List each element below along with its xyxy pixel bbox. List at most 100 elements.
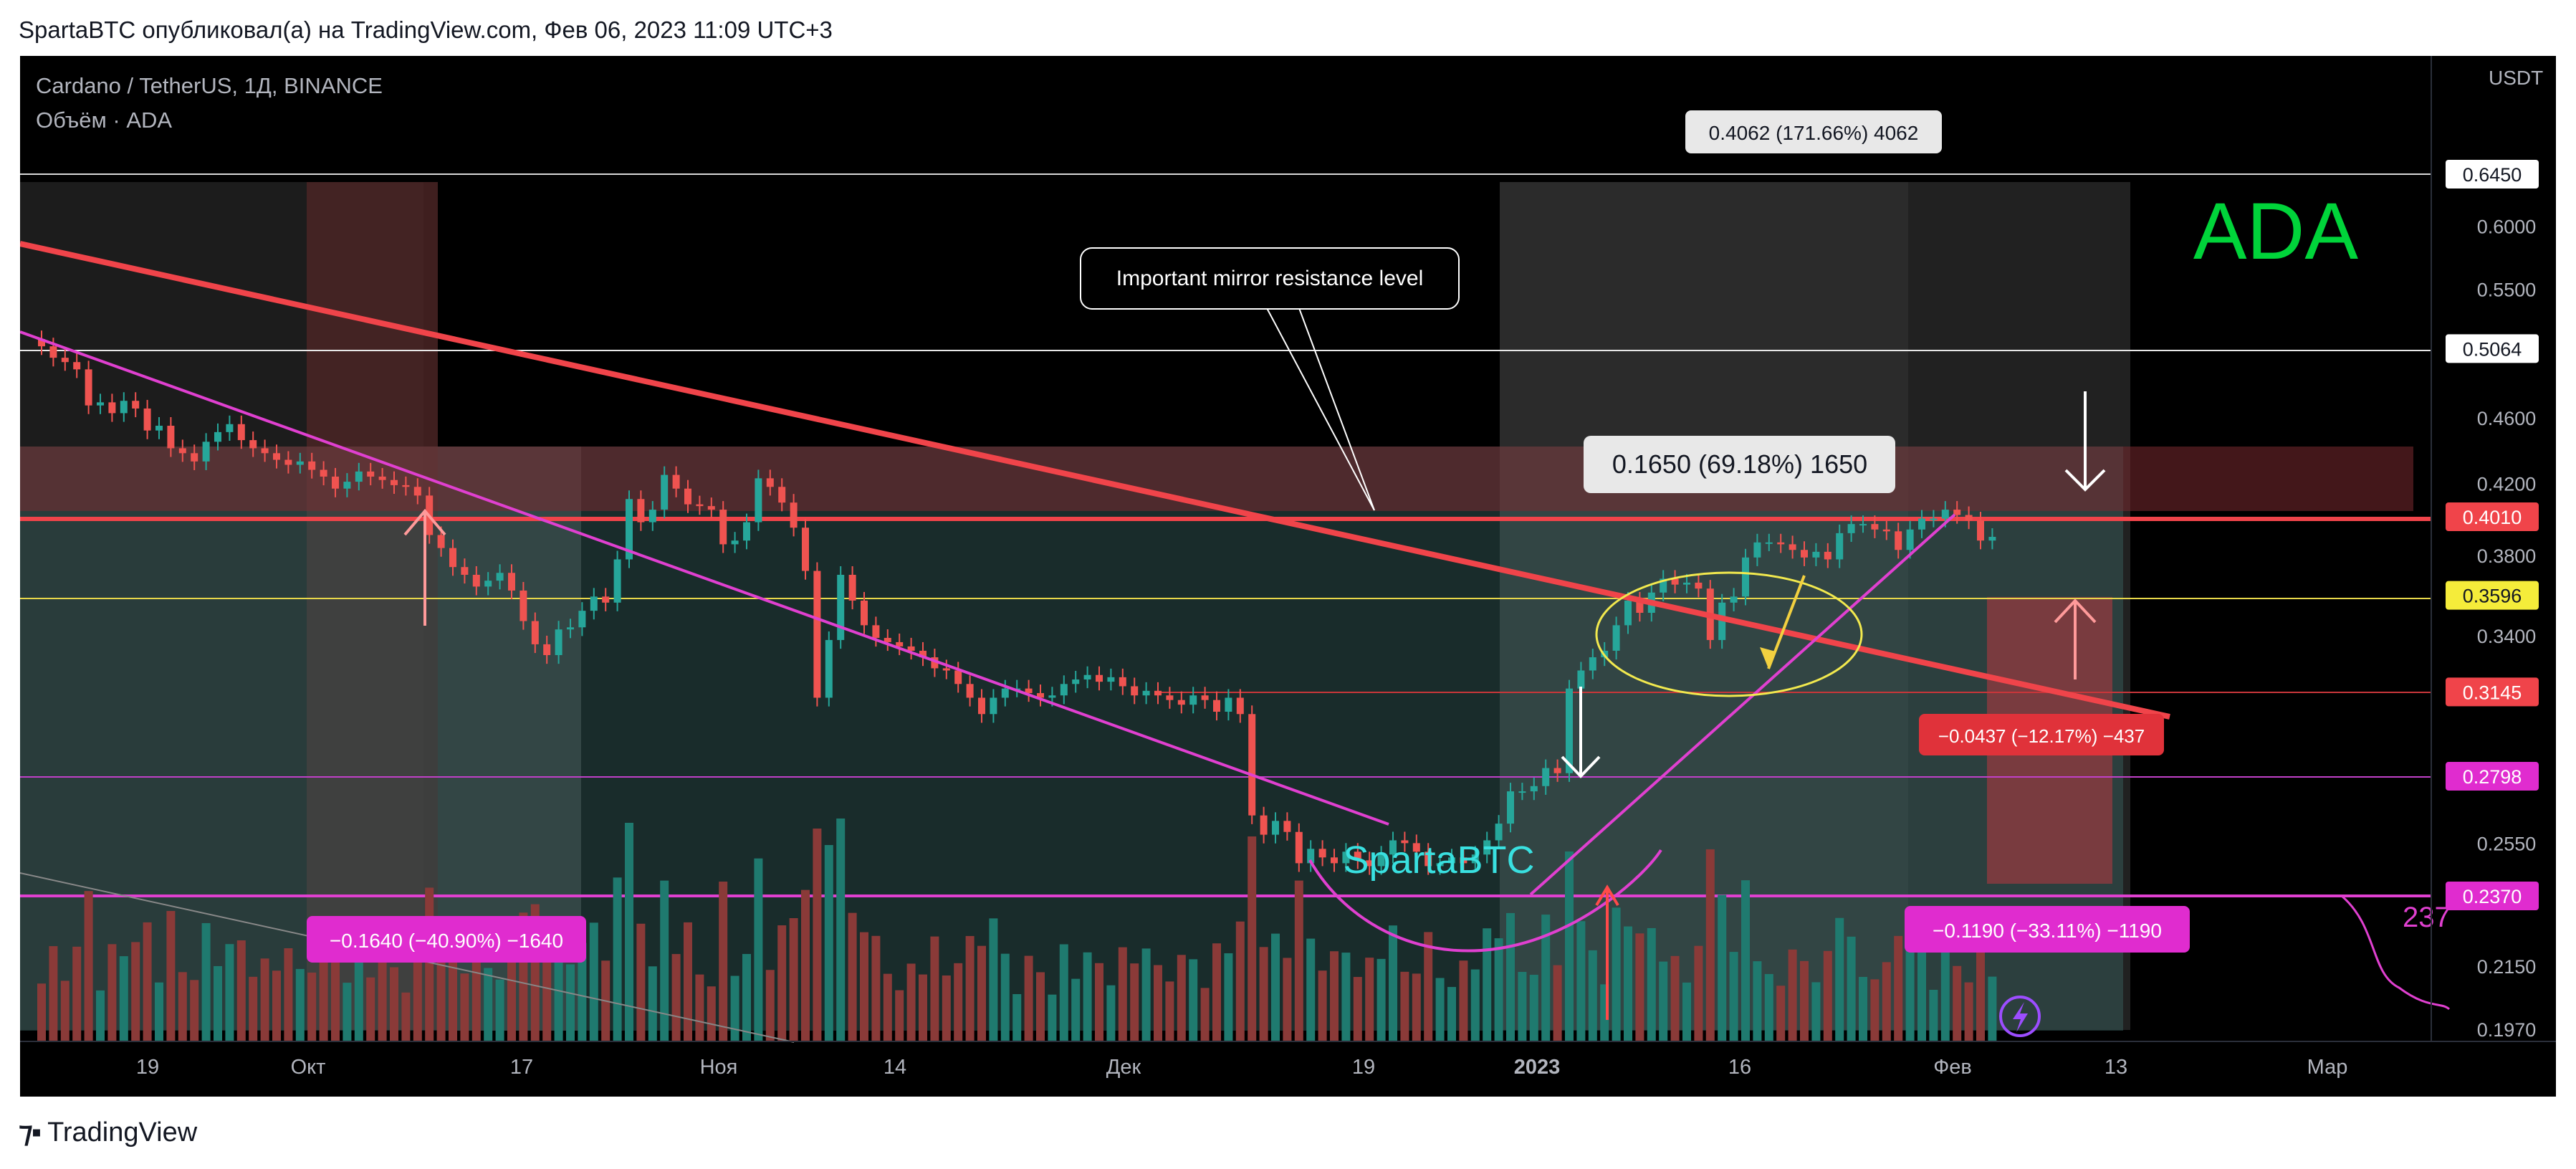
price-axis[interactable]: 0.6000 0.5500 0.4600 0.4200 0.3800 0.3400 0.25… [2446,160,2539,1041]
volume-legend[interactable]: Объём · ADA [36,108,172,133]
candle-body [1695,582,1703,589]
candle-body [990,697,997,715]
candle-body [1342,851,1350,864]
candle-body [1177,700,1185,705]
candle-body [555,629,562,656]
volume-bar [578,943,587,1041]
candle-body [61,358,69,363]
candle-body [1295,831,1303,864]
volume-bar [96,990,105,1041]
candle-body [1859,524,1867,526]
volume-bar [707,986,716,1041]
volume-bar [1612,907,1621,1041]
volume-bar [871,935,881,1041]
candle-body [1953,510,1961,515]
volume-bar [1518,972,1527,1041]
volume-bar [1729,952,1738,1041]
volume-bar [354,947,363,1041]
price-marker-label: 0.4010 [2463,507,2522,528]
volume-bar [1811,982,1821,1041]
volume-bar [1823,950,1832,1041]
volume-bar [60,980,70,1041]
volume-bar [613,877,622,1041]
volume-bar [566,964,575,1041]
candle-body [1988,537,1996,541]
candle-body [296,461,304,465]
volume-bar [883,973,892,1041]
descending-resistance-line [20,241,2170,720]
candle-body [1331,857,1338,864]
volume-bar [824,845,833,1041]
chart-panel[interactable]: Important mirror resistance level 0.4062… [20,56,2556,1097]
price-marker [2446,762,2539,791]
tradingview-logo-icon: ⁊▪ [19,1117,42,1148]
footer-brand[interactable]: ⁊▪ TradingView [19,1111,197,1154]
time-tick-label: Ноя [700,1056,738,1079]
price-marker [2446,581,2539,610]
candle-body [378,476,386,480]
candle-body [1518,791,1526,793]
volume-bar [1154,965,1162,1041]
time-tick-label: Дек [1106,1056,1141,1079]
candle-body [1272,821,1279,835]
volume-bar [1506,912,1515,1041]
candle-body [626,499,633,560]
volume-bar [989,918,998,1041]
volume-bar [284,948,293,1041]
time-tick-label: 17 [510,1056,533,1079]
candle-body [778,487,786,503]
volume-bar [1588,950,1597,1041]
candle-body [1918,518,1925,530]
ticker-watermark: ADA [2193,186,2359,276]
volume-bar [942,975,951,1041]
volume-bar [471,936,481,1041]
volume-bar [1988,976,1997,1041]
candle-body [1941,510,1949,519]
candle-body [543,644,551,656]
volume-bar [178,972,187,1041]
candle-body [1906,529,1914,550]
symbol-line[interactable]: Cardano / TetherUS, 1Д, BINANCE [36,73,383,98]
volume-bar [1130,963,1139,1041]
drop-red-text: −0.0437 (−12.17%) −437 [1938,725,2145,747]
volume-bar [542,952,552,1041]
volume-bar [214,965,222,1041]
candlestick-chart[interactable]: Important mirror resistance level 0.4062… [20,56,2556,1097]
volume-bar [625,823,633,1041]
time-axis[interactable]: 19 Окт 17 Ноя 14 Дек 19 2023 16 Фев 13 Мар [20,1041,2556,1079]
price-marker-label: 0.3145 [2463,682,2522,703]
candle-body [719,510,727,545]
candle-body [567,627,574,630]
volume-bar [190,980,199,1041]
volume-bar [589,922,598,1041]
candle-body [343,482,351,489]
volume-bar [484,968,493,1041]
volume-bar [836,819,846,1041]
volume-bar [143,922,152,1041]
candle-body [273,453,280,460]
candle-body [1131,686,1139,696]
candle-body [578,611,586,628]
candle-body [1742,557,1749,597]
volume-bar [378,955,387,1041]
volume-bar [1940,940,1950,1041]
volume-bar [1953,965,1962,1041]
lightning-icon[interactable] [1999,996,2041,1037]
volume-bar [919,974,927,1041]
candle-body [684,488,691,505]
candle-body [1812,551,1820,558]
price-marker-label: 0.3596 [2463,586,2522,607]
candle-body [1213,700,1220,712]
candle-body [1189,695,1197,705]
candle-body [1882,529,1890,532]
volume-bar [1248,836,1257,1041]
candle-body [1871,524,1879,530]
volume-bar [1847,936,1856,1041]
volume-bar [1341,953,1351,1041]
candle-body [449,548,456,568]
volume-bar [1764,974,1773,1041]
candle-body [484,581,492,587]
candle-body [1471,854,1479,864]
price-tick-label: 0.2150 [2477,956,2537,978]
candle-body [367,471,375,477]
